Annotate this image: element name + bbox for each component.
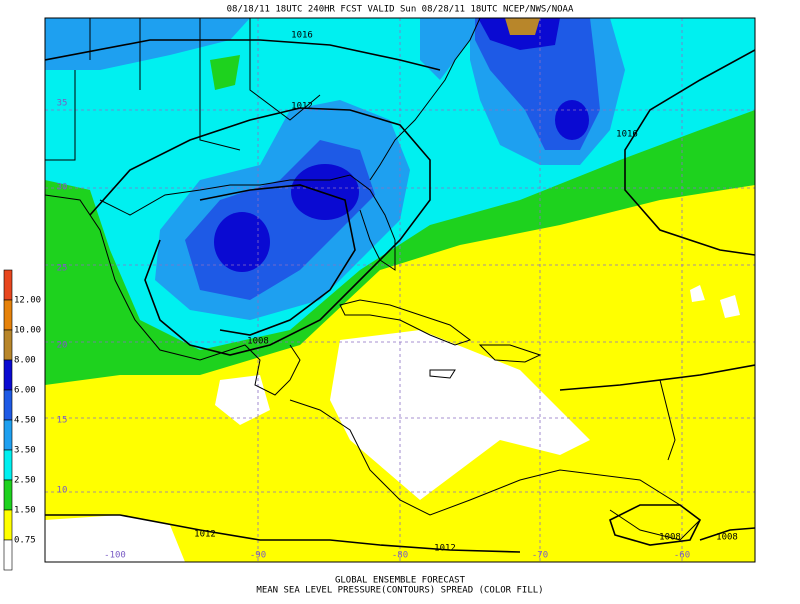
- longitude-label: -70: [532, 551, 548, 561]
- footer-line: GLOBAL ENSEMBLE FORECAST: [335, 576, 466, 586]
- map-frame: [44, 17, 756, 563]
- fill-green: [210, 55, 240, 90]
- fill-white: [330, 330, 590, 500]
- legend-label: 10.00: [14, 326, 41, 336]
- fill-dark-blue: [214, 212, 270, 272]
- latitude-label: 30: [57, 183, 68, 193]
- spread-fill: [45, 18, 755, 562]
- contour-label: 1012: [434, 544, 456, 554]
- contour-label: 1008: [659, 533, 681, 543]
- legend-label: 6.00: [14, 386, 36, 396]
- contour-label: 1016: [616, 130, 638, 140]
- fill-dark-blue: [291, 164, 359, 220]
- longitude-label: -80: [392, 551, 408, 561]
- legend-swatch: [3, 389, 13, 421]
- coastlines: [45, 18, 701, 541]
- legend-swatch: [3, 509, 13, 541]
- legend-swatch: [3, 479, 13, 511]
- longitude-label: -90: [250, 551, 266, 561]
- contour-label: 1008: [247, 337, 269, 347]
- pressure-contours: [45, 39, 755, 553]
- fill-dark-blue: [555, 100, 589, 140]
- latitude-label: 35: [57, 99, 68, 109]
- legend-label: 3.50: [14, 446, 36, 456]
- grid: [45, 18, 755, 562]
- legend-swatch: [3, 359, 13, 391]
- latitude-label: 25: [57, 264, 68, 274]
- legend-label: 12.00: [14, 296, 41, 306]
- latitude-label: 20: [57, 341, 68, 351]
- fill-light-blue: [420, 18, 470, 80]
- fill-brown: [505, 18, 540, 35]
- legend-label: 0.75: [14, 536, 36, 546]
- longitude-label: -60: [674, 551, 690, 561]
- header-title: 08/18/11 18UTC 240HR FCST VALID Sun 08/2…: [227, 5, 574, 15]
- legend-label: 1.50: [14, 506, 36, 516]
- legend-swatch: [3, 449, 13, 481]
- legend-label: 8.00: [14, 356, 36, 366]
- fill-white: [215, 375, 270, 425]
- legend-swatch: [3, 539, 13, 571]
- legend-swatch: [3, 329, 13, 361]
- legend-swatch: [3, 419, 13, 451]
- contour-label: 1008: [716, 533, 738, 543]
- longitude-label: -100: [104, 551, 126, 561]
- legend-swatch: [3, 299, 13, 331]
- fill-white: [690, 285, 740, 318]
- latitude-label: 10: [57, 486, 68, 496]
- contour-label: 1012: [194, 530, 216, 540]
- contour-label: 1016: [291, 31, 313, 41]
- legend-label: 4.50: [14, 416, 36, 426]
- fill-white: [45, 515, 185, 562]
- legend-label: 2.50: [14, 476, 36, 486]
- labels: 12.00 10.00 8.00 6.00 4.50 3.50 2.50 1.50 0.75 35…: [3, 31, 738, 571]
- contour-label: 1012: [291, 102, 313, 112]
- legend-swatch: [3, 269, 13, 301]
- fill-light-blue: [45, 18, 250, 70]
- latitude-label: 15: [57, 416, 68, 426]
- footer-line: MEAN SEA LEVEL PRESSURE(CONTOURS) SPREAD…: [256, 586, 543, 596]
